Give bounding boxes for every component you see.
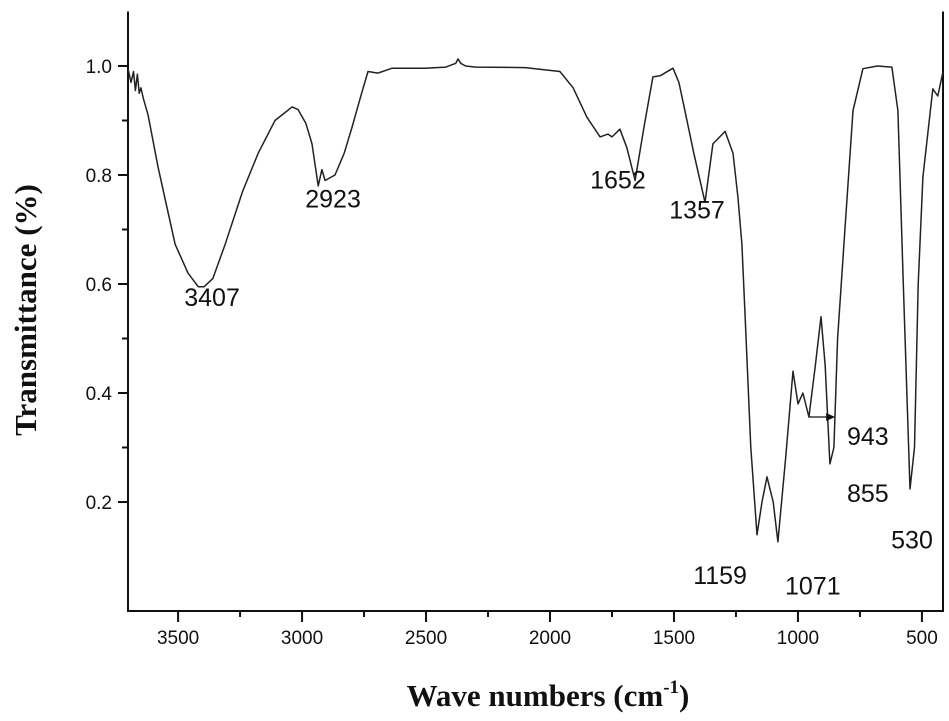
y-tick-label: 0.2 (86, 493, 112, 514)
x-tick-label: 2500 (405, 628, 447, 649)
peak-label-2923: 2923 (305, 186, 361, 214)
x-axis-title-suffix: ) (679, 678, 689, 713)
peak-label-1357: 1357 (669, 197, 725, 225)
spectrum-line (127, 58, 944, 543)
x-axis-title-superscript: -1 (663, 677, 679, 698)
x-tick-label: 1000 (777, 628, 819, 649)
x-tick-label: 3000 (281, 628, 323, 649)
peak-label-1652: 1652 (590, 167, 646, 195)
y-axis-title: Transmittance (%) (8, 184, 43, 436)
axes (127, 11, 944, 612)
x-axis-title: Wave numbers (cm-1) (407, 677, 690, 713)
series (127, 58, 944, 543)
peak-label-530: 530 (891, 526, 933, 554)
x-tick-label: 3500 (157, 628, 199, 649)
peak-label-3407: 3407 (184, 284, 240, 312)
y-tick-label: 1.0 (86, 57, 112, 78)
y-tick-label: 0.8 (86, 166, 112, 187)
peak-label-1159: 1159 (693, 562, 747, 590)
ticks: 3500 3000 2500 2000 1500 1000 500 0.2 0.4 0.6 0.8 1… (86, 57, 938, 649)
arrow-943-head (826, 412, 836, 421)
x-tick-label: 1500 (653, 628, 695, 649)
x-axis-title-main: Wave numbers (cm (407, 678, 664, 713)
peak-label-1071: 1071 (785, 573, 841, 601)
peak-label-943: 943 (847, 423, 889, 451)
peak-label-855: 855 (847, 480, 889, 508)
x-tick-label: 500 (906, 628, 938, 649)
y-tick-label: 0.4 (86, 384, 113, 405)
x-tick-label: 2000 (529, 628, 571, 649)
y-tick-label: 0.6 (86, 275, 112, 296)
